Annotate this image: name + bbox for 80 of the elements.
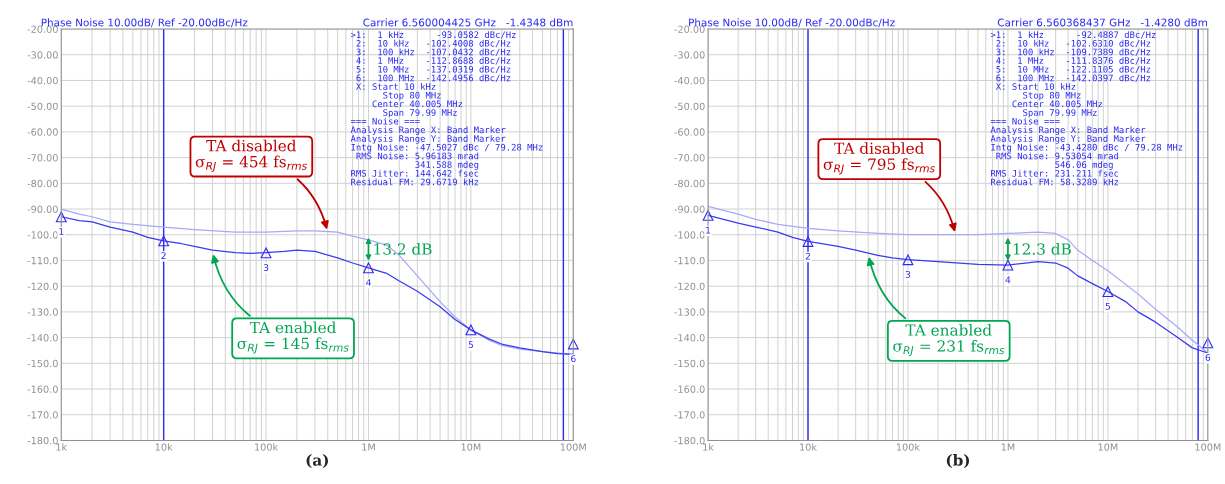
y-tick-label: -100.0 — [674, 231, 705, 239]
y-tick-label: -40.00 — [27, 76, 58, 85]
annotation: 5 — [1105, 302, 1110, 310]
x-tick-label: 1M — [1001, 443, 1015, 451]
annotation: 3 — [905, 271, 911, 278]
annotation: 13.2 dB — [374, 242, 432, 255]
y-tick-label: -70.00 — [674, 154, 705, 162]
y-tick-label: -20.00 — [27, 25, 58, 33]
point — [1102, 286, 1114, 298]
y-tick-label: -50.00 — [674, 102, 705, 111]
y-tick-label: -170.0 — [674, 411, 705, 419]
annotation: TA disabled σ$_{RJ}$ = 795 fs$_{rms}$ — [823, 142, 935, 175]
y-tick-label: -80.00 — [27, 179, 58, 188]
annotation: TA enabled σ$_{RJ}$ = 231 fs$_{rms}$ — [893, 323, 1005, 357]
y-tick-label: -40.00 — [674, 76, 705, 85]
text: >1: 1 kHz -93.0582 dBc/Hz 2: 10 kHz -102.4008 dBc/Hz 3: 100 kHz -107.0432 dBc/Hz 4: 1 MHz -112.8688 dBc/Hz 5: 10 MHz -137.0319 dBc/Hz 6: 100 MHz -142.4956 dBc/Hz X: Start 10 kHz Stop 80 MHz Center 40.005 MHz Span 79.99 MHz === Noise === Analysis Range X: Band Marker Analysis Range Y: Band Marker Intg Noise: -47.5027 dBc / 79.28 MHz RMS Noise: 5.96183 mrad 341.588 mdeg RMS Jitter: 144.642 fsec Residual FM: 29.6719 kHz — [350, 31, 543, 186]
y-tick-label: -90.00 — [674, 205, 705, 213]
y-tick-label: -140.0 — [27, 334, 58, 342]
x-tick-label: 1M — [362, 443, 375, 451]
y-tick-label: -160.0 — [674, 385, 705, 393]
annotation: 2 — [805, 252, 810, 260]
x-tick-label: 100M — [1195, 443, 1221, 451]
annotation: 6 — [571, 355, 576, 363]
chart-subtitle: Carrier 6.560368437 GHz -1.4280 dBm — [997, 18, 1207, 27]
y-tick-label: -150.0 — [674, 359, 705, 368]
annotation: TA enabled σ$_{RJ}$ = 145 fs$_{rms}$ — [237, 321, 349, 354]
point — [802, 236, 814, 247]
point — [55, 211, 67, 223]
annotation: 6 — [1205, 354, 1211, 361]
y-tick-label: -110.0 — [27, 256, 58, 265]
y-tick-label: -130.0 — [27, 308, 58, 316]
y-tick-label: -70.00 — [27, 154, 58, 162]
y-tick-label: -110.0 — [674, 256, 705, 265]
text: >1: 1 kHz -92.4887 dBc/Hz 2: 10 kHz -102.6310 dBc/Hz 3: 100 kHz -109.7389 dBc/Hz 4: 1 MHz -111.8376 dBc/Hz 5: 10 MHz -122.1105 dBc/Hz 6: 100 MHz -142.0397 dBc/Hz X: Start 10 kHz Stop 80 MHz Center 40.005 MHz Span 79.99 MHz === Noise === Analysis Range X: Band Marker Analysis Range Y: Band Marker Intg Noise: -43.4280 dBc / 79.28 MHz RMS Noise: 9.53054 mrad 546.06 mdeg RMS Jitter: 231.211 fsec Residual FM: 58.3289 kHz — [990, 31, 1183, 186]
chart-title: Phase Noise 10.00dB/ Ref -20.00dBc/Hz — [689, 18, 895, 28]
x-tick-label: 10M — [1098, 443, 1118, 451]
annotation: 4 — [1005, 276, 1011, 284]
y-tick-label: -90.00 — [27, 205, 58, 213]
x-tick-label: 100M — [560, 443, 586, 451]
point — [465, 324, 477, 336]
annotation: 4 — [366, 279, 371, 286]
y-tick-label: -140.0 — [674, 334, 705, 342]
point — [260, 247, 272, 259]
x-tick-label: 100k — [255, 443, 279, 451]
point — [902, 254, 914, 266]
y-tick-label: -120.0 — [27, 282, 58, 290]
y-tick-label: -130.0 — [674, 308, 705, 316]
y-tick-label: -150.0 — [27, 359, 58, 368]
x-tick-label: 10k — [155, 443, 173, 451]
x-tick-label: 10k — [800, 443, 817, 451]
y-tick-label: -60.00 — [674, 128, 705, 136]
x-tick-label: 1k — [703, 443, 714, 451]
y-tick-label: -30.00 — [674, 51, 705, 59]
y-tick-label: -180.0 — [674, 436, 705, 445]
x-axis-title: (a) — [306, 454, 328, 468]
x-tick-label: 10M — [461, 443, 481, 451]
y-tick-label: -170.0 — [27, 411, 58, 419]
point — [158, 235, 170, 247]
y-tick-label: -80.00 — [674, 179, 705, 188]
annotation: 1 — [59, 228, 64, 235]
y-tick-label: -160.0 — [27, 385, 58, 393]
point — [363, 262, 374, 274]
chart-title: Phase Noise 10.00dB/ Ref -20.00dBc/Hz — [41, 18, 248, 28]
annotation: 12.3 dB — [1013, 242, 1071, 255]
y-tick-label: -30.00 — [27, 51, 58, 59]
y-tick-label: -50.00 — [27, 102, 58, 111]
annotation: 2 — [161, 252, 166, 259]
y-tick-label: -100.0 — [27, 231, 58, 239]
x-tick-label: 100k — [896, 443, 921, 451]
annotation: 1 — [706, 226, 711, 234]
y-tick-label: -20.00 — [674, 25, 705, 33]
x-tick-label: 1k — [56, 443, 68, 451]
y-tick-label: -120.0 — [674, 282, 705, 290]
annotation: 5 — [468, 341, 473, 349]
chart-subtitle: Carrier 6.560004425 GHz -1.4348 dBm — [363, 18, 573, 27]
annotation: TA disabled σ$_{RJ}$ = 454 fs$_{rms}$ — [195, 139, 307, 172]
x-axis-title: (b) — [946, 454, 970, 468]
y-tick-label: -180.0 — [27, 436, 58, 445]
y-tick-label: -60.00 — [27, 128, 58, 136]
annotation: 3 — [263, 264, 269, 271]
